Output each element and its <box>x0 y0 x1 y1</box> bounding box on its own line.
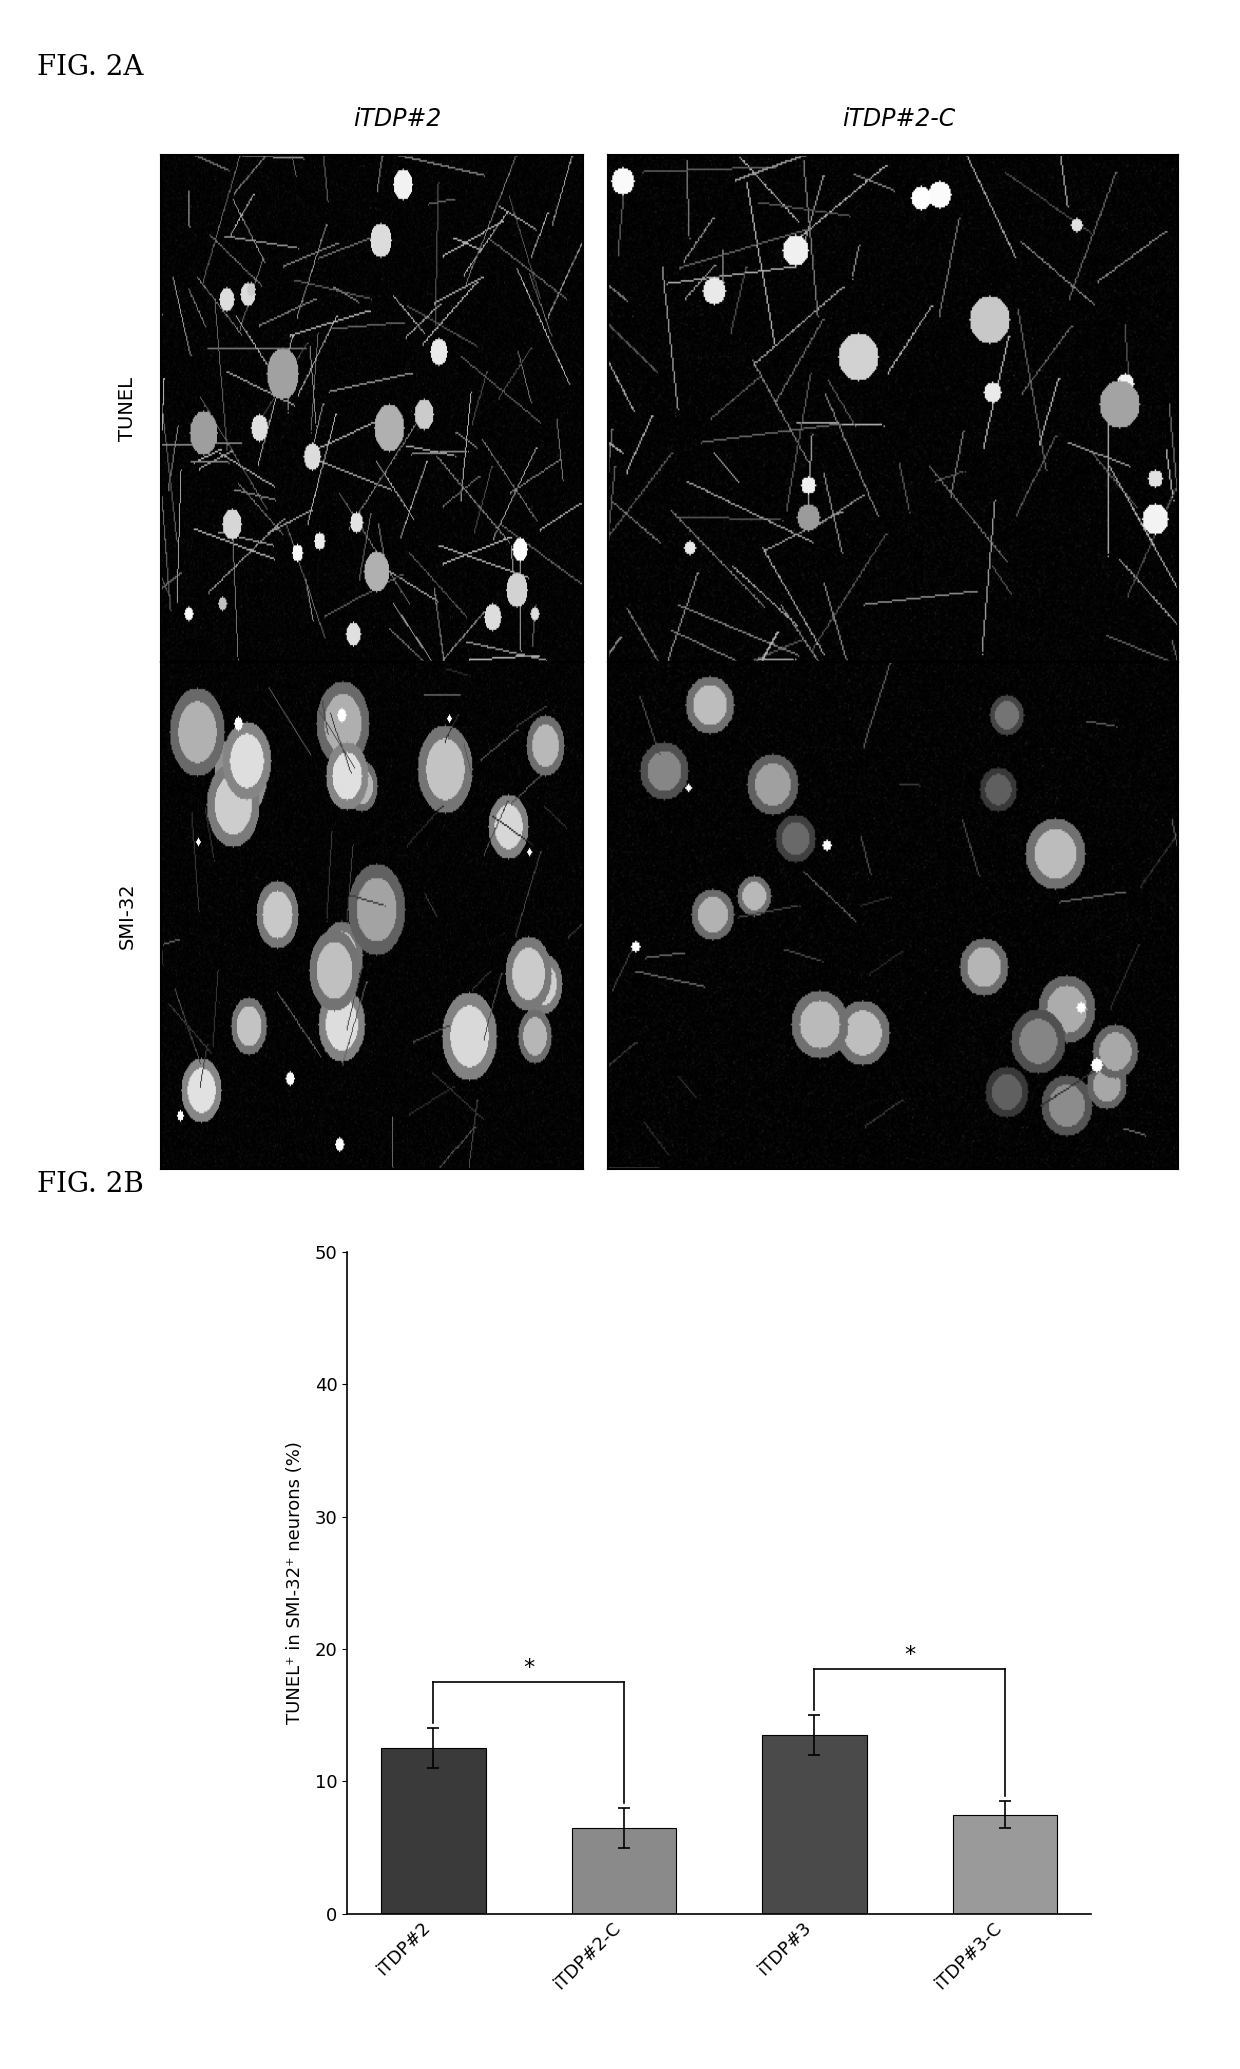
Bar <box>572 1827 676 1914</box>
Text: iTDP#2-C: iTDP#2-C <box>842 108 956 130</box>
Text: SMI-32: SMI-32 <box>118 881 136 950</box>
Text: TUNEL: TUNEL <box>118 377 136 441</box>
Text: *: * <box>523 1657 534 1678</box>
Text: iTDP#2: iTDP#2 <box>352 108 441 130</box>
Bar <box>763 1736 867 1914</box>
Text: FIG. 2A: FIG. 2A <box>37 54 144 81</box>
Bar <box>952 1815 1058 1914</box>
Text: *: * <box>904 1645 915 1666</box>
Text: FIG. 2B: FIG. 2B <box>37 1171 144 1198</box>
Bar <box>381 1748 486 1914</box>
Y-axis label: TUNEL⁺ in SMI-32⁺ neurons (%): TUNEL⁺ in SMI-32⁺ neurons (%) <box>285 1442 304 1723</box>
